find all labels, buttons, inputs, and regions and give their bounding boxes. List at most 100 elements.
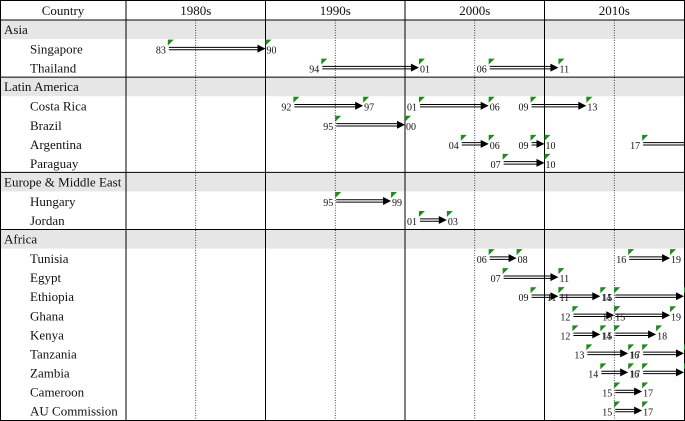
span-end-year: 03: [448, 217, 458, 228]
country-label: Singapore: [30, 42, 83, 57]
start-flag: [614, 382, 621, 389]
policy-span: 15 17: [602, 382, 653, 399]
span-end-year: 17: [643, 388, 653, 399]
region-band: [1, 172, 684, 192]
start-flag: [572, 325, 579, 332]
policy-span: 83 90: [156, 39, 277, 57]
country-label: Kenya: [30, 327, 64, 342]
span-end-year: 11: [559, 274, 569, 285]
country-label: AU Commission: [30, 404, 118, 419]
span-arrowhead: [662, 311, 671, 320]
end-flag: [628, 344, 635, 351]
span-arrowhead: [480, 139, 489, 148]
span-arrowhead: [480, 101, 489, 110]
span-end-year: 11: [559, 293, 569, 304]
policy-span: 1722: [630, 134, 685, 152]
start-flag: [572, 306, 579, 313]
span-start-year: 16: [616, 255, 626, 266]
end-flag: [544, 153, 551, 160]
decade-header-1980s: 1980s: [180, 3, 211, 18]
end-flag: [391, 191, 398, 198]
start-flag: [558, 287, 565, 294]
policy-span: 94 01: [309, 58, 430, 76]
span-start-year: 15: [602, 408, 612, 419]
span-arrowhead: [257, 44, 266, 53]
span-start-year: 04: [449, 141, 459, 152]
span-end-year: 06: [490, 103, 500, 114]
span-start-year: 09: [519, 103, 529, 114]
policy-span: 16 19: [616, 249, 681, 266]
policy-span: 11 14: [547, 287, 611, 304]
span-end-year: 14: [601, 331, 611, 342]
start-flag: [642, 134, 649, 141]
country-label: Zambia: [30, 365, 70, 380]
span-arrowhead: [676, 368, 684, 377]
span-arrowhead: [508, 254, 517, 263]
country-label: Tunisia: [30, 251, 69, 266]
span-end-year: 00: [406, 122, 416, 133]
span-start-year: 11: [547, 293, 557, 304]
span-arrowhead: [620, 349, 629, 358]
start-flag: [293, 96, 300, 103]
end-flag: [586, 96, 593, 103]
end-flag: [488, 134, 495, 141]
span-end-year: 19: [671, 312, 681, 323]
span-start-year: 94: [309, 65, 319, 76]
span-end-year: 19: [671, 255, 681, 266]
region-label: Latin America: [4, 79, 79, 94]
policy-span: 95 99: [323, 191, 402, 209]
span-start-year: 01: [407, 217, 417, 228]
span-start-year: 15: [602, 293, 612, 304]
span-end-year: 10: [546, 160, 556, 171]
span-arrowhead: [550, 292, 559, 301]
region-band: [1, 229, 684, 249]
start-flag: [335, 191, 342, 198]
region-label: Europe & Middle East: [4, 174, 122, 189]
span-end-year: 10: [546, 141, 556, 152]
country-label: Ethiopia: [30, 289, 74, 304]
span-start-year: 15: [602, 331, 612, 342]
span-end-year: 90: [267, 46, 277, 57]
span-arrowhead: [397, 120, 405, 129]
span-start-year: 17: [630, 141, 640, 152]
start-flag: [488, 249, 495, 256]
span-end-year: 16: [629, 369, 639, 380]
end-flag: [265, 39, 272, 46]
end-flag: [600, 287, 607, 294]
span-arrowhead: [634, 387, 643, 396]
end-flag: [558, 58, 565, 65]
span-end-year: 16: [629, 350, 639, 361]
span-arrowhead: [620, 368, 629, 377]
span-start-year: 09: [519, 293, 529, 304]
span-arrowhead: [550, 63, 559, 72]
end-flag: [642, 401, 649, 408]
start-flag: [321, 58, 328, 65]
span-start-year: 17: [630, 350, 640, 361]
span-arrowhead: [606, 311, 615, 320]
policy-span: 06 08: [477, 249, 528, 266]
country-label: Hungary: [30, 194, 76, 209]
start-flag: [642, 363, 649, 370]
span-end-year: 15: [615, 312, 625, 323]
region-band: [1, 20, 684, 40]
span-start-year: 17: [630, 369, 640, 380]
country-label: Brazil: [30, 118, 62, 133]
start-flag: [418, 96, 425, 103]
span-start-year: 95: [323, 198, 333, 209]
policy-span: 12 14: [560, 325, 611, 342]
policy-span: 01 06: [407, 96, 500, 114]
span-arrowhead: [592, 330, 601, 339]
end-flag: [670, 249, 677, 256]
start-flag: [614, 287, 621, 294]
policy-span: 15 17: [602, 401, 653, 419]
span-end-year: 18: [657, 331, 667, 342]
span-end-year: 17: [643, 408, 653, 419]
span-start-year: 14: [588, 369, 598, 380]
policy-span: 1720: [630, 363, 685, 380]
span-start-year: 13: [574, 350, 584, 361]
span-arrowhead: [662, 254, 671, 263]
span-arrowhead: [550, 273, 559, 282]
end-flag: [558, 268, 565, 275]
span-end-year: 01: [420, 65, 430, 76]
